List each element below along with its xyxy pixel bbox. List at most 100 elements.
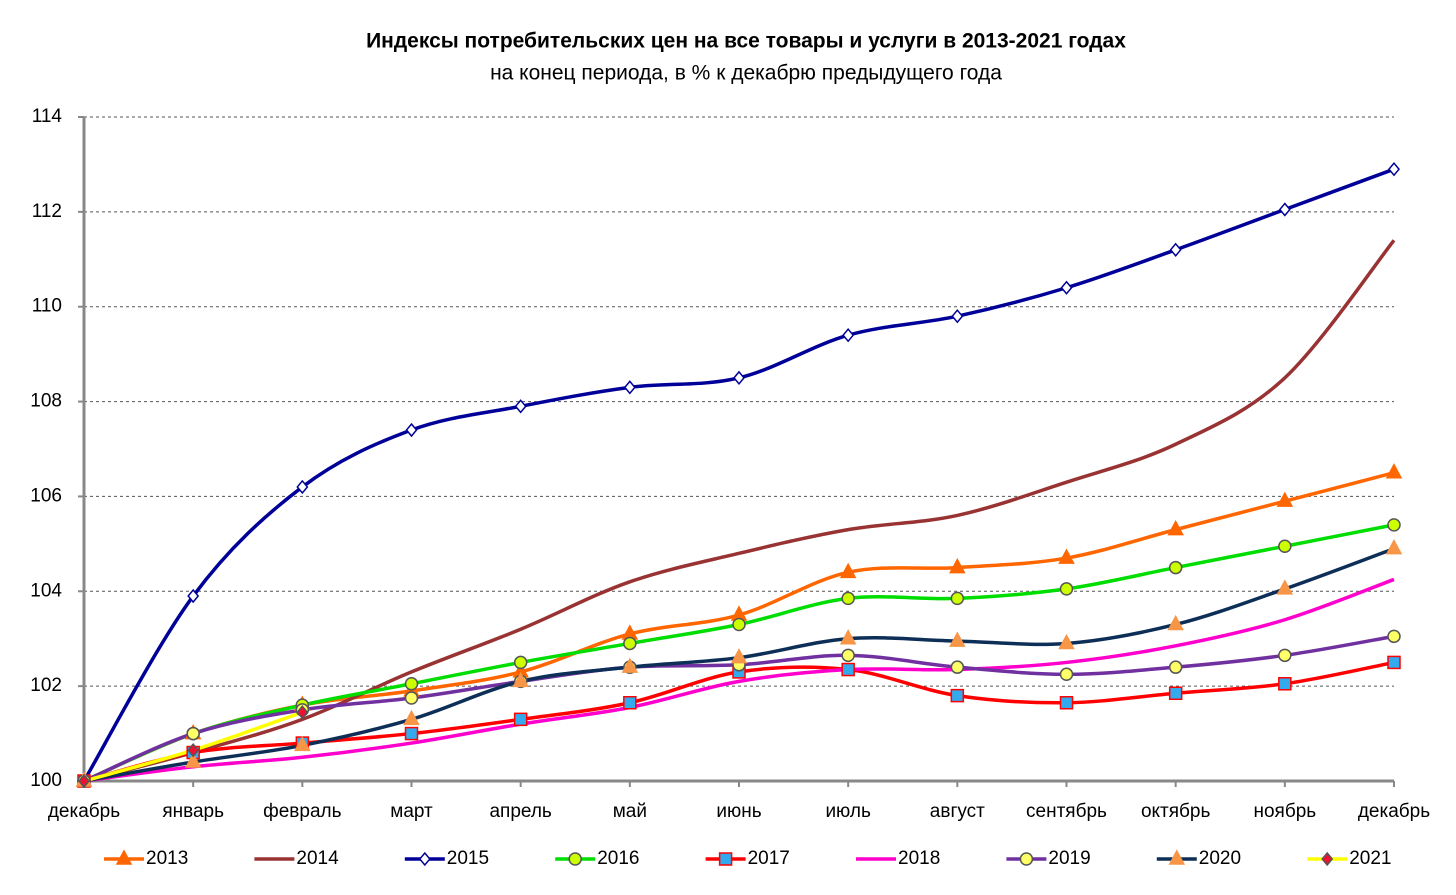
legend-item: 2015 [404, 848, 489, 869]
data-point [1276, 579, 1294, 595]
data-point [78, 773, 90, 789]
data-point [186, 726, 200, 741]
x-tick-label: декабрь [1358, 801, 1430, 822]
data-point [1278, 648, 1292, 663]
legend-label: 2013 [146, 848, 188, 869]
data-point [841, 662, 855, 677]
y-tick-label: 100 [30, 770, 62, 791]
data-point [1168, 686, 1183, 701]
legend-item: 2020 [1156, 848, 1241, 869]
data-point [623, 636, 637, 651]
y-tick-label: 104 [30, 580, 62, 601]
data-point [403, 709, 420, 726]
data-point [184, 752, 202, 768]
data-point [1387, 518, 1401, 532]
legend-marker [115, 849, 133, 865]
data-point [1168, 560, 1183, 575]
legend-label: 2019 [1048, 848, 1090, 869]
x-tick-label: август [930, 801, 985, 822]
series [83, 577, 1395, 783]
data-point [1388, 161, 1400, 177]
data-point [187, 588, 200, 604]
data-point [513, 712, 528, 727]
legend-marker [718, 852, 733, 866]
data-point [1278, 539, 1292, 553]
legend-item: 2016 [555, 848, 639, 869]
y-tick-label: 114 [32, 106, 63, 127]
data-point [1167, 520, 1184, 536]
x-tick-label: июнь [716, 801, 761, 822]
series-line [83, 239, 1396, 783]
y-tick-label: 110 [32, 296, 62, 317]
data-point [1058, 548, 1075, 564]
data-point [841, 648, 855, 663]
data-point [1059, 582, 1074, 596]
data-point [623, 695, 637, 710]
legend-item: 2021 [1307, 848, 1391, 869]
data-point [296, 705, 309, 720]
y-tick-label: 102 [30, 675, 62, 696]
data-point [1168, 660, 1183, 674]
x-tick-label: май [613, 801, 647, 822]
data-point [514, 399, 527, 414]
legend-marker [1019, 852, 1034, 866]
data-point [513, 655, 528, 670]
data-point [842, 327, 855, 343]
data-point [1169, 242, 1182, 257]
data-point [623, 380, 636, 395]
legend-label: 2021 [1349, 848, 1391, 869]
data-point [1167, 614, 1184, 631]
data-point [1385, 463, 1403, 479]
legend-label: 2014 [296, 848, 339, 869]
data-point [621, 657, 639, 673]
data-point [732, 617, 746, 632]
x-tick-label: апрель [489, 801, 551, 822]
legend-item: 2014 [254, 848, 339, 869]
legend-item: 2018 [856, 848, 940, 869]
data-point [1387, 655, 1401, 670]
data-point [950, 688, 965, 703]
data-point [404, 726, 419, 741]
data-point [1278, 677, 1292, 691]
data-point [949, 631, 966, 647]
series-line [82, 167, 1395, 782]
legend-label: 2018 [898, 848, 940, 869]
data-point [841, 591, 855, 606]
data-point [1387, 629, 1401, 644]
legend-label: 2015 [447, 848, 489, 869]
data-point [1058, 633, 1075, 650]
data-point [187, 742, 200, 758]
x-tick-label: ноябрь [1253, 801, 1316, 822]
legend-item: 2017 [705, 848, 790, 869]
x-tick-label: сентябрь [1026, 801, 1107, 822]
x-tick-label: декабрь [48, 801, 120, 822]
legend-marker [1168, 849, 1186, 865]
series-line [83, 577, 1395, 783]
chart-title: Индексы потребительских цен на все товар… [366, 30, 1126, 53]
data-point [839, 562, 857, 579]
data-point [1385, 539, 1403, 555]
data-point [1276, 491, 1294, 507]
legend-item: 2019 [1006, 848, 1091, 869]
x-tick-label: январь [162, 801, 224, 822]
x-tick-label: февраль [263, 801, 342, 822]
series [83, 239, 1396, 783]
data-point [404, 691, 419, 705]
x-tick-label: октябрь [1141, 801, 1211, 822]
data-point [733, 370, 745, 386]
data-point [1059, 667, 1074, 682]
legend-marker [418, 851, 431, 867]
data-point [1278, 202, 1291, 217]
data-point [950, 591, 965, 606]
data-point [839, 629, 857, 645]
data-point [296, 479, 309, 495]
x-tick-label: июль [825, 801, 871, 822]
legend-marker [568, 852, 582, 866]
data-point [294, 735, 311, 752]
y-tick-label: 108 [30, 391, 62, 412]
legend-label: 2020 [1199, 848, 1241, 869]
data-point [949, 557, 966, 574]
data-point [1059, 695, 1074, 710]
data-point [951, 309, 964, 324]
